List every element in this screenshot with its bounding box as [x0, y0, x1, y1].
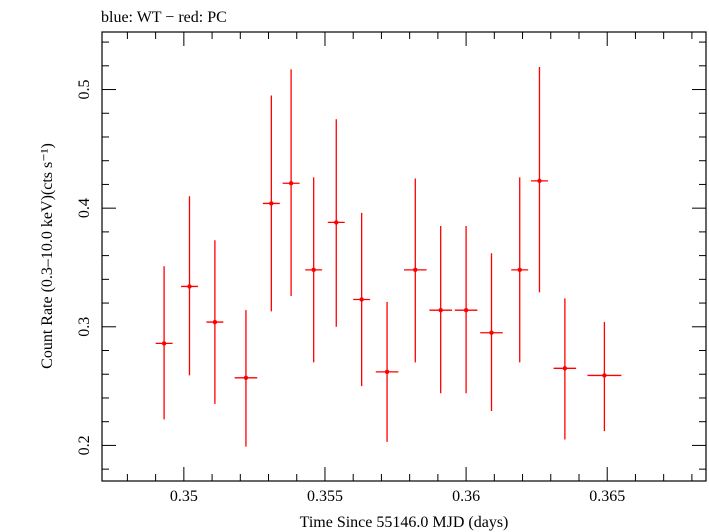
- axis-ticks: [102, 32, 706, 481]
- data-point: [206, 240, 224, 404]
- x-tick-label: 0.365: [589, 488, 625, 505]
- data-point: [480, 253, 503, 412]
- x-axis-label: Time Since 55146.0 MJD (days): [300, 514, 509, 531]
- point-marker: [602, 373, 607, 378]
- point-marker: [517, 267, 522, 273]
- chart-subtitle: blue: WT − red: PC: [101, 9, 227, 26]
- y-axis-label: Count Rate (0.3–10.0 keV)(cts s⁻¹): [39, 143, 56, 369]
- point-marker: [438, 307, 443, 313]
- y-tick-label: 0.4: [76, 198, 93, 218]
- point-marker: [187, 284, 192, 289]
- point-marker: [359, 297, 364, 302]
- x-tick-label: 0.355: [307, 488, 343, 505]
- point-marker: [463, 307, 469, 313]
- data-point: [262, 95, 280, 312]
- point-marker: [489, 330, 494, 335]
- data-point: [375, 301, 399, 442]
- point-marker: [311, 267, 316, 273]
- data-point: [181, 196, 198, 376]
- plot-frame: [101, 31, 707, 482]
- x-tick-label: 0.36: [452, 488, 480, 505]
- point-marker: [413, 267, 418, 273]
- point-marker: [537, 178, 542, 184]
- data-point: [327, 119, 345, 327]
- data-point: [553, 298, 577, 440]
- x-tick-label: 0.35: [170, 488, 198, 505]
- data-point: [155, 266, 173, 420]
- data-point: [587, 322, 622, 432]
- point-marker: [384, 369, 390, 375]
- point-marker: [269, 201, 274, 206]
- data-point: [234, 310, 258, 447]
- data-point: [353, 212, 371, 387]
- data-point: [454, 225, 478, 394]
- data-point: [305, 177, 323, 363]
- point-marker: [334, 220, 339, 225]
- tick-labels: 0.35 0.355 0.36 0.365 0.2 0.3 0.4 0.5: [76, 80, 625, 505]
- y-tick-label: 0.5: [76, 80, 93, 100]
- point-marker: [288, 181, 294, 186]
- data-point: [429, 225, 452, 394]
- point-marker: [243, 375, 249, 380]
- data-point: [282, 69, 300, 296]
- data-points: [155, 66, 622, 447]
- y-tick-label: 0.2: [76, 435, 93, 455]
- point-marker: [212, 319, 218, 325]
- point-marker: [161, 341, 167, 346]
- data-point: [511, 177, 529, 363]
- y-tick-label: 0.3: [76, 317, 93, 337]
- point-marker: [562, 366, 568, 371]
- data-point: [531, 66, 548, 293]
- data-point: [404, 178, 427, 363]
